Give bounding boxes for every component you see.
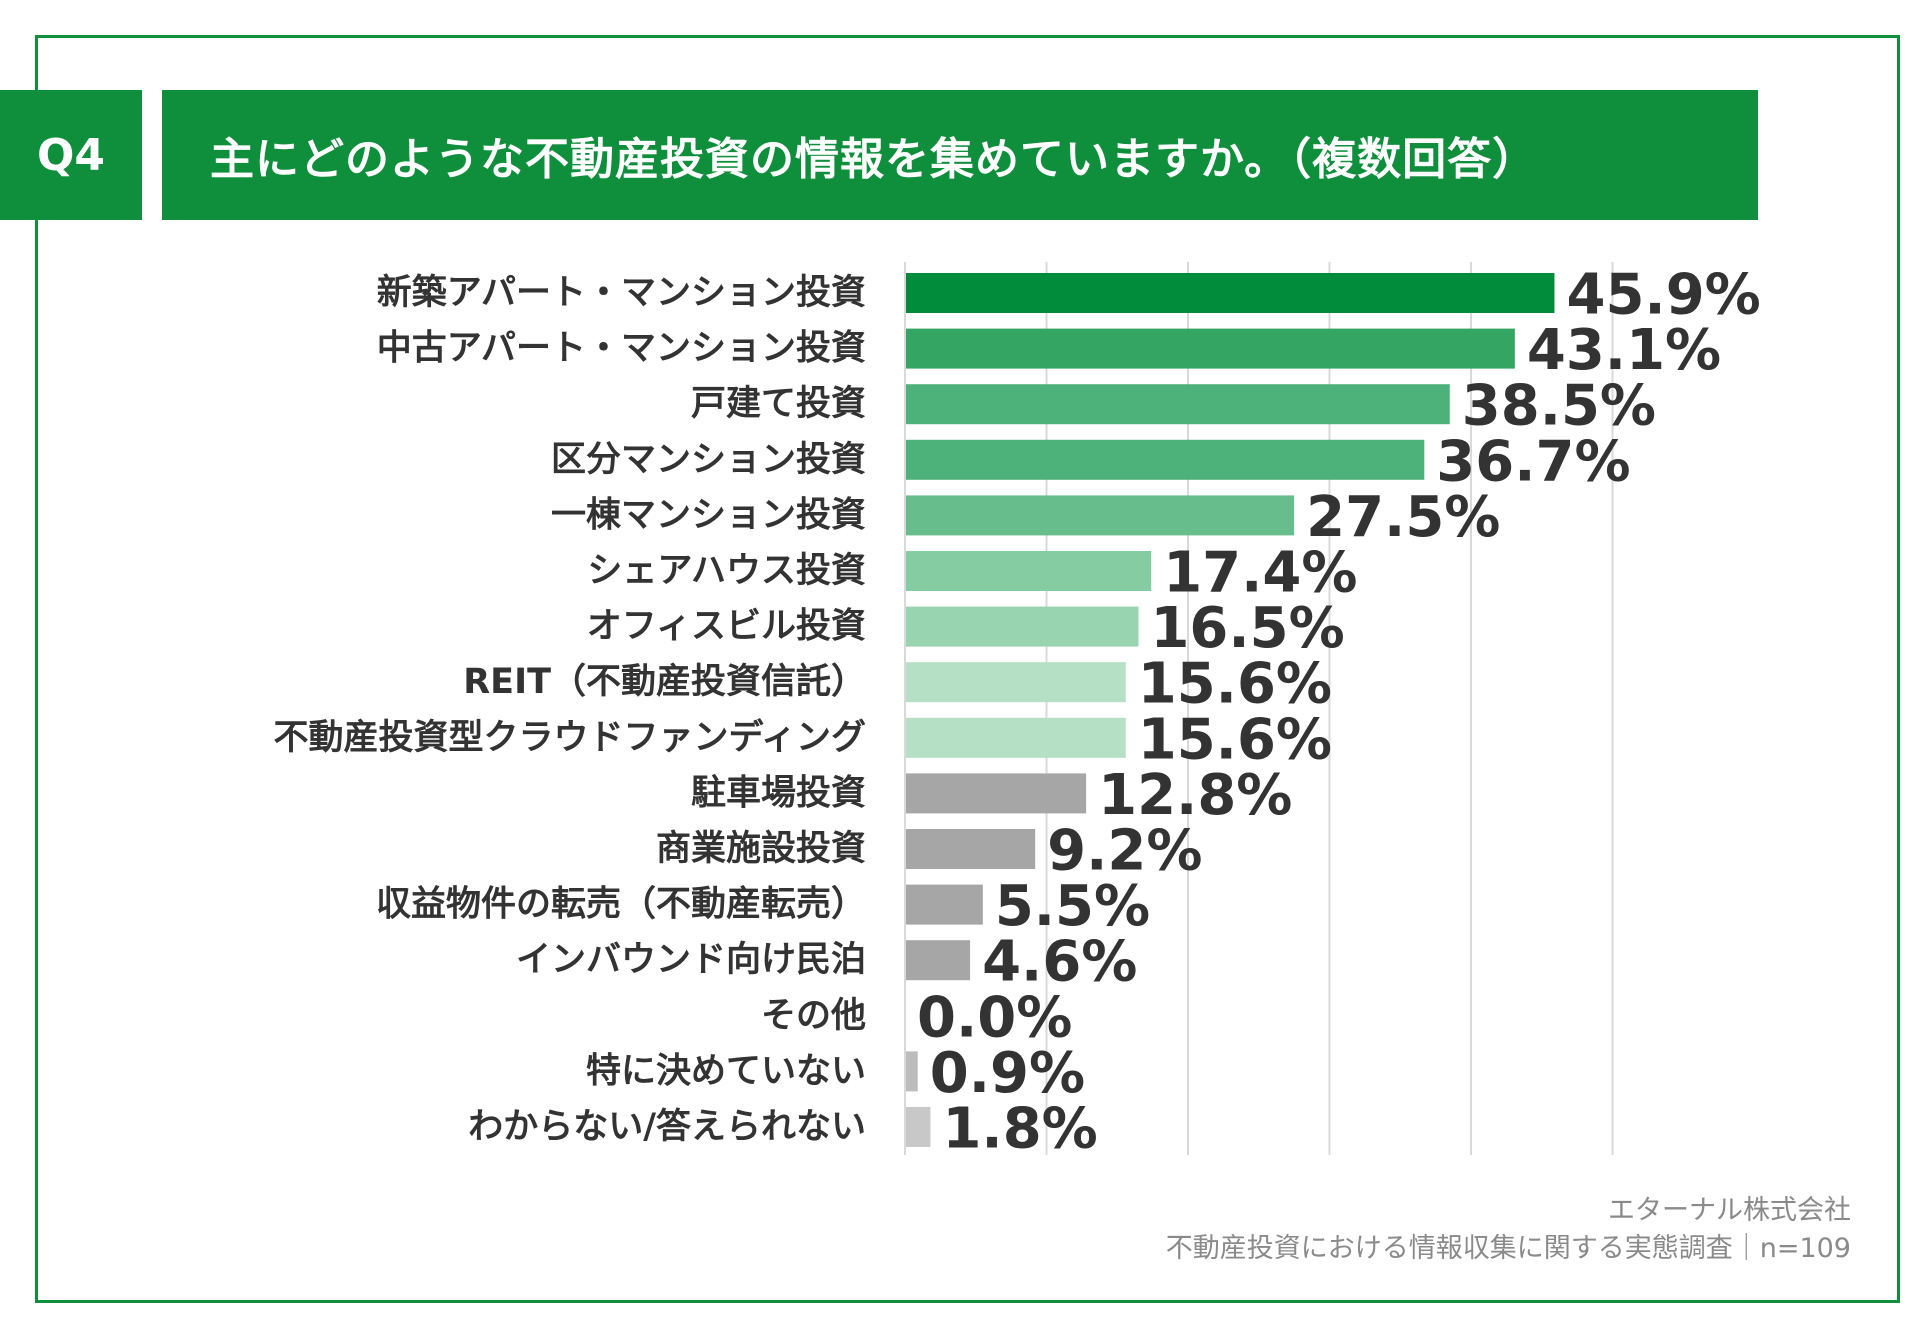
data-label: 0.0%: [917, 985, 1072, 1050]
data-label: 43.1%: [1527, 318, 1721, 383]
bar: [905, 717, 1126, 758]
question-badge: Q4: [0, 90, 142, 220]
data-label: 12.8%: [1098, 763, 1292, 828]
data-label: 45.9%: [1566, 263, 1760, 328]
chart-title: 主にどのような不動産投資の情報を集めていますか。（複数回答）: [162, 90, 1758, 220]
bar: [905, 606, 1139, 647]
category-label: 一棟マンション投資: [551, 495, 866, 535]
data-label: 5.5%: [995, 874, 1150, 939]
bar: [905, 1107, 931, 1147]
category-label: オフィスビル投資: [587, 607, 866, 647]
category-label: 商業施設投資: [656, 829, 866, 869]
data-label: 0.9%: [930, 1041, 1085, 1106]
data-label: 9.2%: [1047, 819, 1202, 884]
bar: [905, 773, 1087, 814]
bar: [905, 662, 1126, 703]
category-label: 中古アパート・マンション投資: [377, 329, 866, 369]
category-label: 収益物件の転売（不動産転売）: [376, 885, 866, 925]
chart-frame: [35, 35, 1900, 1303]
bar: [905, 884, 983, 925]
category-label: REIT（不動産投資信託）: [463, 662, 866, 702]
category-label: 区分マンション投資: [551, 440, 866, 480]
data-label: 38.5%: [1462, 374, 1656, 439]
category-label: その他: [761, 996, 866, 1036]
bar: [905, 384, 1450, 425]
bar: [905, 940, 971, 981]
bar: [905, 328, 1515, 369]
category-label: シェアハウス投資: [587, 551, 866, 591]
bar: [905, 1051, 918, 1092]
data-label: 36.7%: [1436, 429, 1630, 494]
bar: [905, 495, 1295, 536]
bar: [905, 273, 1555, 313]
data-label: 16.5%: [1150, 596, 1344, 661]
category-label: 不動産投資型クラウドファンディング: [273, 717, 866, 758]
data-label: 17.4%: [1163, 541, 1357, 606]
bar: [905, 551, 1152, 591]
footer-survey-note: 不動産投資における情報収集に関する実態調査｜n=109: [1165, 1233, 1851, 1264]
bar: [905, 439, 1425, 480]
category-label: 特に決めていない: [586, 1051, 866, 1091]
data-label: 15.6%: [1138, 707, 1332, 772]
category-label: インバウンド向け民泊: [516, 940, 866, 980]
footer-company: エターナル株式会社: [1608, 1195, 1851, 1226]
data-label: 27.5%: [1306, 485, 1500, 550]
category-label: 戸建て投資: [691, 384, 866, 424]
footer: エターナル株式会社 不動産投資における情報収集に関する実態調査｜n=109: [1166, 1192, 1851, 1268]
data-label: 15.6%: [1138, 652, 1332, 717]
bar: [905, 829, 1036, 869]
category-label: わからない/答えられない: [468, 1107, 866, 1147]
data-label: 4.6%: [982, 930, 1137, 995]
category-label: 新築アパート・マンション投資: [377, 273, 866, 313]
category-label: 駐車場投資: [691, 773, 866, 813]
data-label: 1.8%: [942, 1097, 1097, 1162]
